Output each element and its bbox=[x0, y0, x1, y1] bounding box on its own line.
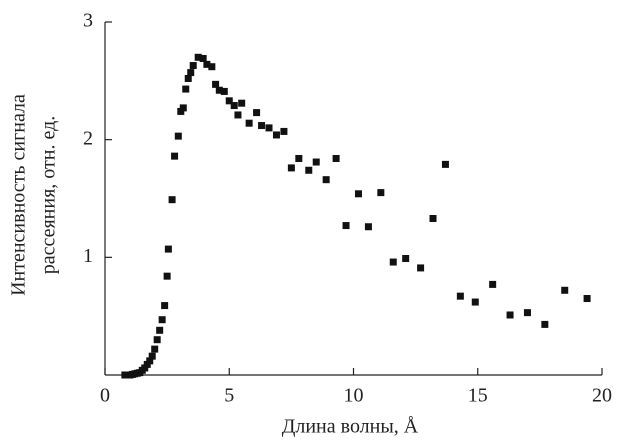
x-tick-label: 5 bbox=[224, 385, 234, 407]
point bbox=[203, 60, 211, 68]
point bbox=[258, 122, 266, 130]
point bbox=[121, 371, 129, 379]
point bbox=[194, 53, 202, 61]
point bbox=[220, 87, 228, 95]
x-tick-label: 20 bbox=[592, 385, 612, 407]
point bbox=[489, 280, 497, 288]
point bbox=[158, 316, 166, 324]
point bbox=[377, 189, 385, 197]
point bbox=[506, 311, 514, 319]
point bbox=[245, 119, 253, 127]
point bbox=[441, 160, 449, 168]
point bbox=[561, 286, 569, 294]
point bbox=[312, 158, 320, 166]
point bbox=[161, 302, 169, 310]
point bbox=[151, 345, 159, 353]
point bbox=[272, 131, 280, 139]
point bbox=[541, 320, 549, 328]
point bbox=[322, 176, 330, 184]
point bbox=[146, 357, 154, 365]
point bbox=[143, 360, 151, 368]
point bbox=[295, 154, 303, 162]
point bbox=[253, 109, 261, 117]
point bbox=[342, 222, 350, 230]
point bbox=[215, 86, 223, 94]
point bbox=[456, 292, 464, 300]
point bbox=[417, 264, 425, 272]
point bbox=[179, 104, 187, 112]
point bbox=[189, 62, 197, 70]
point bbox=[199, 54, 207, 62]
point bbox=[287, 164, 295, 172]
x-tick-label: 15 bbox=[468, 385, 488, 407]
y-tick-label: 3 bbox=[83, 10, 93, 32]
point bbox=[471, 298, 479, 306]
y-tick-label: 2 bbox=[83, 127, 93, 149]
point bbox=[234, 111, 242, 119]
point bbox=[332, 154, 340, 162]
point bbox=[187, 69, 195, 77]
y-axis-label: рассеяния, отн. ед. bbox=[38, 116, 60, 275]
point bbox=[174, 132, 182, 140]
y-axis-label: Интенсивность сигнала bbox=[8, 94, 30, 296]
point bbox=[156, 326, 164, 334]
point bbox=[402, 255, 410, 263]
point bbox=[163, 272, 171, 280]
point bbox=[171, 152, 179, 160]
point bbox=[354, 190, 362, 198]
y-tick-label: 1 bbox=[83, 245, 93, 267]
x-axis-label: Длина волны, Å bbox=[282, 416, 419, 438]
point bbox=[225, 97, 233, 105]
point bbox=[153, 336, 161, 344]
point bbox=[212, 80, 220, 88]
point bbox=[168, 196, 176, 204]
point bbox=[230, 102, 238, 110]
point bbox=[280, 127, 288, 135]
point bbox=[164, 245, 172, 253]
point bbox=[182, 85, 190, 93]
point bbox=[238, 99, 246, 107]
point bbox=[305, 166, 313, 174]
point bbox=[364, 223, 372, 231]
point bbox=[583, 295, 591, 303]
point bbox=[208, 63, 216, 71]
x-tick-label: 10 bbox=[344, 385, 364, 407]
point bbox=[523, 309, 531, 317]
point bbox=[184, 74, 192, 82]
point bbox=[177, 107, 185, 115]
point bbox=[429, 215, 437, 223]
point bbox=[265, 124, 273, 132]
x-tick-label: 0 bbox=[100, 385, 110, 407]
point bbox=[148, 352, 156, 360]
point bbox=[389, 258, 397, 266]
point bbox=[141, 364, 149, 372]
